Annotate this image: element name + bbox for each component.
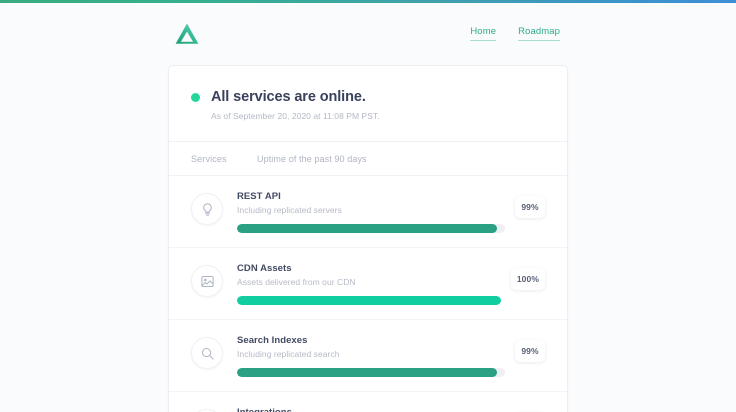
uptime-percent-badge: 99% xyxy=(515,340,545,363)
triangle-logo-icon xyxy=(175,23,199,44)
uptime-bar-fill xyxy=(237,224,497,234)
uptime-bar-fill xyxy=(237,296,501,306)
nav-link-roadmap[interactable]: Roadmap xyxy=(518,27,560,41)
uptime-bar-fill xyxy=(237,368,497,378)
uptime-bar-track xyxy=(237,368,505,378)
column-header-row: Services Uptime of the past 90 days xyxy=(169,142,567,177)
uptime-bar-track xyxy=(237,296,501,306)
service-name: Search Indexes xyxy=(237,335,308,347)
service-info: Search Indexes Including replicated sear… xyxy=(237,335,505,378)
service-info: CDN Assets Assets delivered from our CDN xyxy=(237,263,501,306)
service-icon-badge xyxy=(191,193,223,226)
column-header-services: Services xyxy=(191,154,227,165)
service-name: REST API xyxy=(237,191,281,203)
nav-link-home[interactable]: Home xyxy=(470,27,497,41)
service-description: Assets delivered from our CDN xyxy=(237,277,356,288)
status-title: All services are online. xyxy=(211,89,366,105)
site-header: Home Roadmap xyxy=(168,3,568,65)
status-dot-icon xyxy=(191,93,200,102)
status-text-group: All services are online. As of September… xyxy=(211,88,380,121)
lightbulb-icon xyxy=(202,202,212,216)
status-card: All services are online. As of September… xyxy=(168,65,568,412)
column-header-uptime: Uptime of the past 90 days xyxy=(257,154,367,165)
service-name: Integrations xyxy=(237,407,505,412)
uptime-percent-badge: 99% xyxy=(515,196,545,219)
service-row[interactable]: Integrations We are experiencing some is… xyxy=(169,392,567,412)
service-name: CDN Assets xyxy=(237,263,292,275)
logo[interactable] xyxy=(174,21,200,47)
service-info: REST API Including replicated servers xyxy=(237,191,505,234)
main-nav: Home Roadmap xyxy=(470,27,560,41)
uptime-percent-badge: 100% xyxy=(510,268,545,291)
top-accent-bar xyxy=(0,0,736,3)
status-banner: All services are online. As of September… xyxy=(169,66,567,143)
service-list: REST API Including replicated servers 99… xyxy=(169,176,567,412)
service-icon-badge xyxy=(191,265,223,298)
image-icon xyxy=(200,275,214,287)
service-row[interactable]: CDN Assets Assets delivered from our CDN… xyxy=(169,248,567,321)
uptime-bar-track xyxy=(237,224,505,234)
service-info: Integrations We are experiencing some is… xyxy=(237,407,505,412)
status-timestamp: As of September 20, 2020 at 11:08 PM PST… xyxy=(211,111,380,122)
search-icon xyxy=(201,347,214,360)
service-icon-badge xyxy=(191,337,223,370)
service-row[interactable]: REST API Including replicated servers 99… xyxy=(169,176,567,249)
service-description: Including replicated search xyxy=(237,349,340,360)
service-description: Including replicated servers xyxy=(237,205,342,216)
service-row[interactable]: Search Indexes Including replicated sear… xyxy=(169,320,567,393)
